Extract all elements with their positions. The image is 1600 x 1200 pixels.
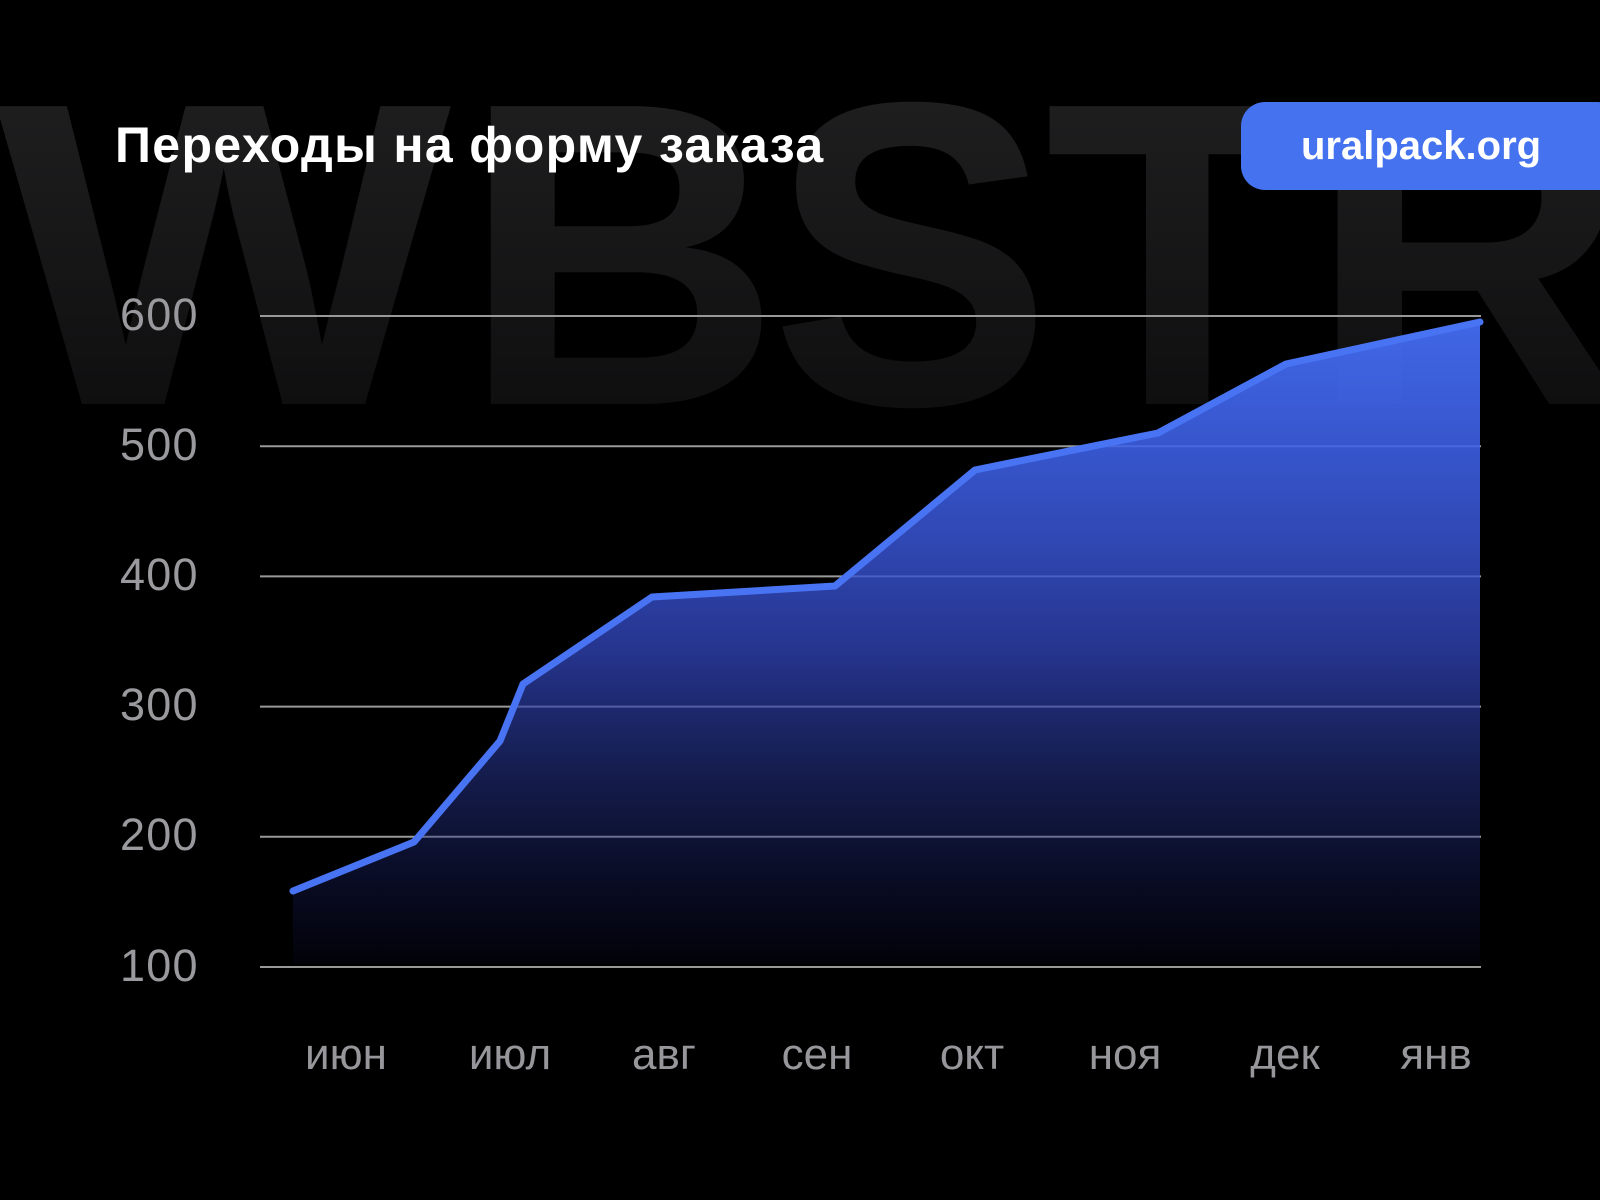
svg-text:окт: окт (940, 1030, 1004, 1079)
svg-text:W: W (0, 13, 456, 497)
svg-text:янв: янв (1400, 1030, 1472, 1079)
svg-text:июн: июн (305, 1030, 387, 1079)
svg-text:дек: дек (1250, 1030, 1320, 1079)
svg-text:ноя: ноя (1089, 1030, 1162, 1079)
svg-text:S: S (770, 12, 1052, 496)
svg-text:B: B (461, 12, 782, 496)
svg-text:400: 400 (120, 549, 199, 600)
svg-text:авг: авг (632, 1030, 696, 1079)
svg-text:600: 600 (120, 289, 199, 340)
svg-text:500: 500 (120, 419, 199, 470)
svg-text:сен: сен (782, 1030, 853, 1079)
svg-text:200: 200 (120, 809, 199, 860)
svg-text:100: 100 (120, 940, 199, 991)
svg-text:июл: июл (469, 1030, 551, 1079)
svg-text:300: 300 (120, 679, 199, 730)
